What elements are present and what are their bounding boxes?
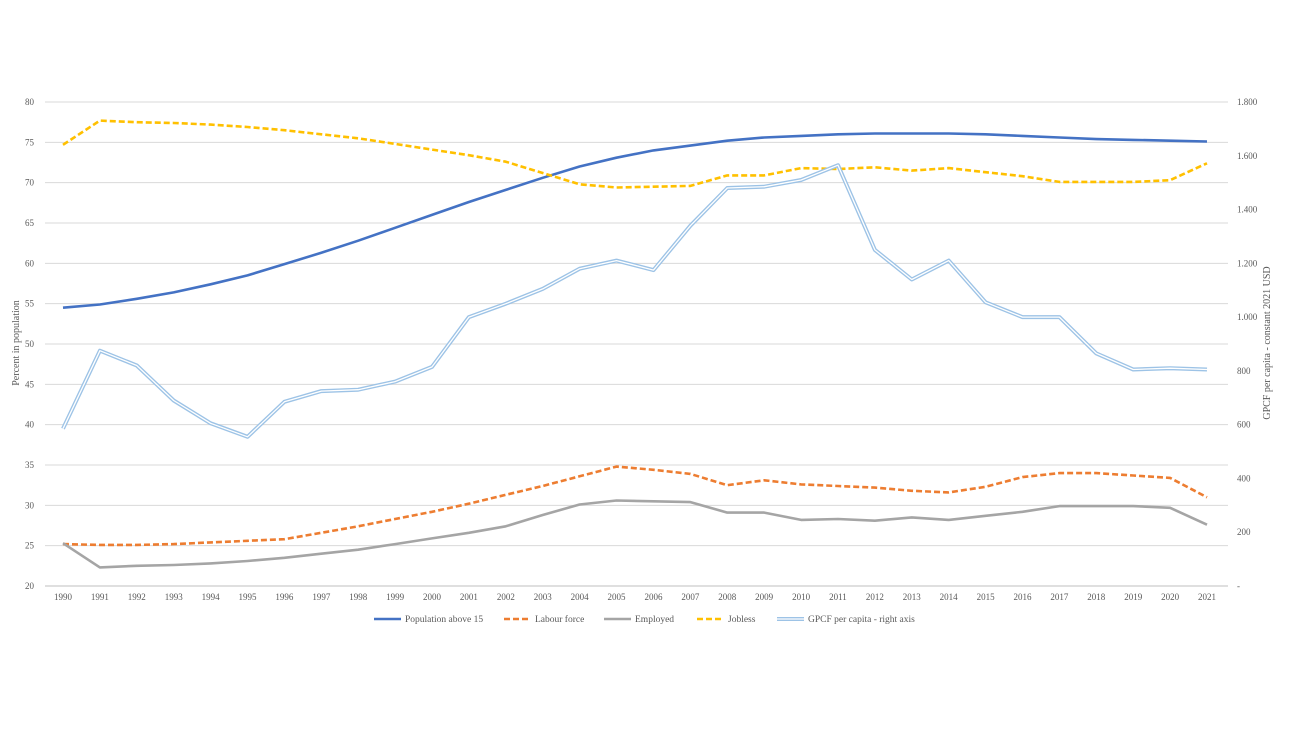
series-line-inner bbox=[62, 164, 1208, 438]
series-line bbox=[62, 132, 1208, 309]
y2-tick-label: 1.200 bbox=[1237, 258, 1258, 268]
series-population-above-15 bbox=[62, 132, 1208, 309]
y-tick-label: 45 bbox=[25, 379, 35, 389]
x-tick-label: 2009 bbox=[755, 592, 774, 602]
y-axis-title: Percent in population bbox=[11, 300, 22, 386]
legend-item: Jobless bbox=[697, 615, 756, 625]
legend-item: Labour force bbox=[504, 614, 584, 625]
legend-label: Employed bbox=[635, 615, 674, 625]
x-tick-label: 1999 bbox=[386, 592, 405, 602]
axes: Percent in population GPCF per capita - … bbox=[11, 97, 1273, 602]
y-tick-label: 60 bbox=[25, 258, 35, 268]
x-tick-label: 2005 bbox=[608, 592, 627, 602]
x-tick-label: 1993 bbox=[165, 592, 184, 602]
x-tick-label: 1992 bbox=[128, 592, 146, 602]
y2-tick-label: 400 bbox=[1237, 473, 1251, 483]
x-tick-label: 1990 bbox=[54, 592, 73, 602]
y2-tick-label: 1.400 bbox=[1237, 205, 1258, 215]
series-line bbox=[61, 163, 1208, 439]
y2-tick-label: 1.000 bbox=[1237, 312, 1258, 322]
y2-tick-label: 600 bbox=[1237, 420, 1251, 430]
legend-label: GPCF per capita - right axis bbox=[808, 615, 915, 625]
x-tick-label: 2011 bbox=[829, 592, 847, 602]
series-line bbox=[62, 499, 1208, 569]
x-tick-label: 1996 bbox=[275, 592, 294, 602]
y2-tick-label: - bbox=[1237, 581, 1240, 591]
series-jobless bbox=[62, 119, 1208, 189]
x-tick-label: 2006 bbox=[644, 592, 663, 602]
y2-tick-label: 1.600 bbox=[1237, 151, 1258, 161]
x-tick-label: 2004 bbox=[571, 592, 590, 602]
series-lines bbox=[61, 119, 1208, 569]
y-tick-label: 75 bbox=[25, 137, 35, 147]
legend-item: GPCF per capita - right axis bbox=[777, 615, 915, 625]
y-tick-label: 25 bbox=[25, 541, 35, 551]
x-tick-label: 2017 bbox=[1050, 592, 1069, 602]
y-tick-label: 20 bbox=[25, 581, 35, 591]
y-tick-label: 80 bbox=[25, 97, 35, 107]
legend-label: Population above 15 bbox=[405, 615, 483, 625]
legend-label: Labour force bbox=[535, 614, 584, 625]
x-tick-label: 2003 bbox=[534, 592, 553, 602]
x-tick-label: 2015 bbox=[977, 592, 996, 602]
series-gpcf-per-capita-right-axis bbox=[61, 163, 1208, 439]
legend: Population above 15 Labour force Employed J… bbox=[374, 614, 915, 625]
series-line bbox=[62, 119, 1208, 189]
x-tick-label: 2012 bbox=[866, 592, 884, 602]
legend-item: Employed bbox=[604, 615, 674, 625]
y2-tick-label: 800 bbox=[1237, 366, 1251, 376]
y-tick-label: 40 bbox=[25, 420, 35, 430]
x-tick-label: 2014 bbox=[940, 592, 959, 602]
x-tick-label: 1995 bbox=[239, 592, 258, 602]
x-tick-label: 2007 bbox=[681, 592, 700, 602]
y2-tick-label: 1.800 bbox=[1237, 97, 1258, 107]
x-tick-label: 1997 bbox=[312, 592, 331, 602]
x-tick-label: 2016 bbox=[1013, 592, 1032, 602]
x-tick-label: 2021 bbox=[1198, 592, 1216, 602]
x-tick-label: 1994 bbox=[202, 592, 221, 602]
y-tick-label: 65 bbox=[25, 218, 35, 228]
x-tick-label: 2018 bbox=[1087, 592, 1106, 602]
x-tick-label: 2001 bbox=[460, 592, 478, 602]
x-tick-label: 2013 bbox=[903, 592, 922, 602]
gridlines bbox=[45, 101, 1228, 587]
x-tick-label: 2019 bbox=[1124, 592, 1143, 602]
y2-tick-label: 200 bbox=[1237, 527, 1251, 537]
legend-item: Population above 15 bbox=[374, 615, 483, 625]
series-employed bbox=[62, 499, 1208, 569]
x-tick-label: 2020 bbox=[1161, 592, 1180, 602]
x-tick-label: 2008 bbox=[718, 592, 737, 602]
x-tick-label: 1991 bbox=[91, 592, 109, 602]
y-tick-label: 35 bbox=[25, 460, 35, 470]
x-tick-label: 1998 bbox=[349, 592, 368, 602]
x-tick-label: 2000 bbox=[423, 592, 442, 602]
y-tick-label: 70 bbox=[25, 178, 35, 188]
y-tick-label: 55 bbox=[25, 299, 35, 309]
series-line bbox=[62, 465, 1208, 547]
y-tick-label: 30 bbox=[25, 500, 35, 510]
x-tick-label: 2010 bbox=[792, 592, 811, 602]
legend-label: Jobless bbox=[728, 615, 756, 625]
y2-axis-title: GPCF per capita - constant 2021 USD bbox=[1262, 266, 1273, 419]
y-tick-label: 50 bbox=[25, 339, 35, 349]
series-labour-force bbox=[62, 465, 1208, 547]
x-tick-label: 2002 bbox=[497, 592, 515, 602]
